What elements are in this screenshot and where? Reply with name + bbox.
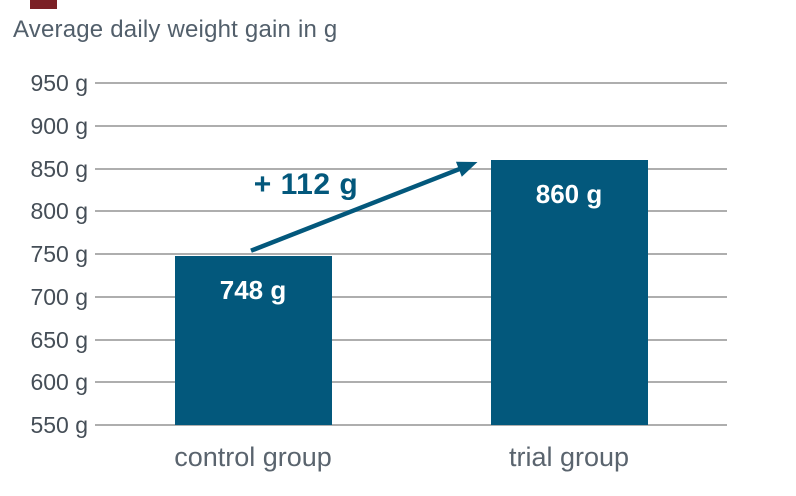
- bar-value-control-group: 748 g: [219, 274, 287, 305]
- ytick-label-750: 750 g: [30, 241, 88, 267]
- bar-value-trial-group: 860 g: [535, 178, 603, 209]
- gridline-700: [95, 295, 727, 298]
- ytick-label-650: 650 g: [30, 326, 88, 353]
- ytick-label-800: 800 g: [30, 198, 88, 225]
- bar-control-group: [174, 255, 332, 425]
- ytick-label-850: 850 g: [30, 155, 88, 182]
- ytick-label-550: 550 g: [30, 412, 88, 438]
- gridline-550: [95, 424, 727, 426]
- chart-title: Average daily weight gain in g: [13, 16, 338, 43]
- ytick-label-900: 900 g: [30, 112, 88, 139]
- category-label-trial-group: trial group: [508, 442, 630, 472]
- top-left-brand-mark: [30, 0, 57, 9]
- ytick-label-600: 600 g: [30, 369, 88, 396]
- difference-annotation: + 112 g: [253, 168, 359, 201]
- category-label-control-group: control group: [174, 442, 332, 472]
- gridline-950: [95, 82, 727, 84]
- ytick-label-950: 950 g: [30, 70, 88, 96]
- gridline-750: [95, 253, 727, 255]
- gridline-900: [95, 124, 727, 127]
- gridline-650: [95, 338, 727, 341]
- gridline-600: [95, 381, 727, 384]
- bar-trial-group: [490, 159, 648, 425]
- ytick-label-700: 700 g: [30, 283, 88, 310]
